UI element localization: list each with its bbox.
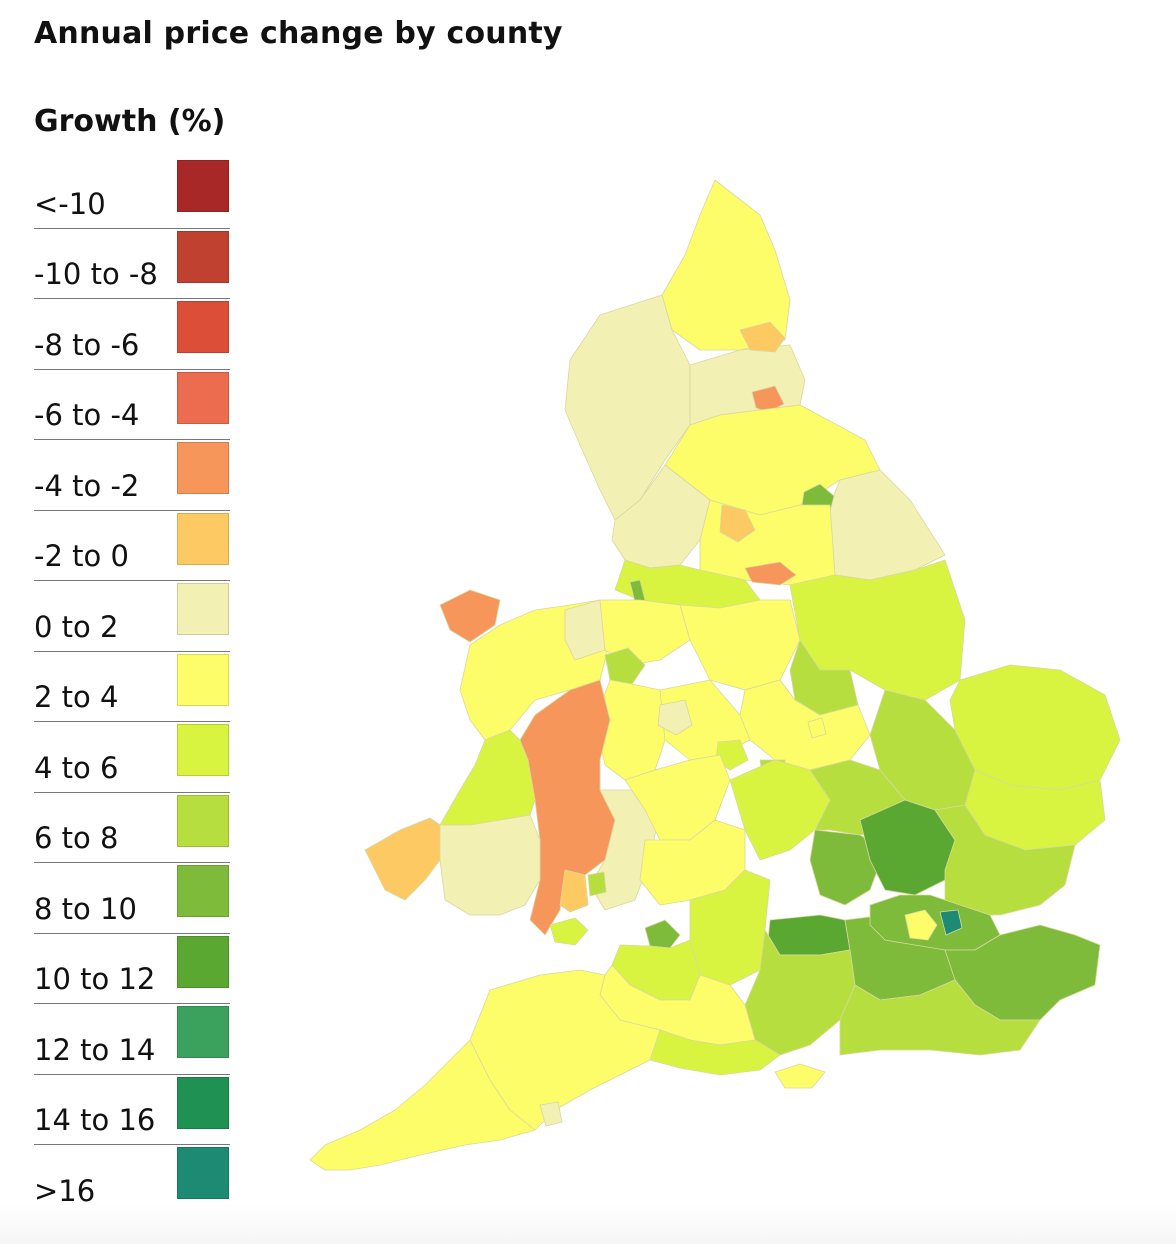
legend-swatch <box>177 653 229 706</box>
region-london-east <box>939 909 963 936</box>
legend-swatch <box>177 794 229 847</box>
legend-item-label: >16 <box>34 1173 96 1208</box>
legend-swatch <box>177 583 229 635</box>
legend-item: -2 to 0 <box>34 511 234 581</box>
legend-item: 2 to 4 <box>34 652 234 722</box>
region-derbyshire <box>679 599 801 691</box>
region-newport <box>587 871 607 897</box>
region-northumberland <box>661 179 791 351</box>
legend-divider <box>34 439 230 440</box>
legend-item-label: -4 to -2 <box>34 468 140 503</box>
region-berkshire <box>767 914 851 956</box>
region-leicester-city <box>807 717 827 739</box>
region-bristol <box>644 919 681 949</box>
legend: <-10 -10 to -8 -8 to -6 -6 to -4 -4 to -… <box>34 158 234 1216</box>
region-cheshire <box>599 599 691 666</box>
region-ceredigion <box>439 729 536 826</box>
legend-divider <box>34 650 230 652</box>
legend-divider <box>34 580 230 581</box>
legend-item-label: <-10 <box>34 186 106 221</box>
legend-item-label: 8 to 10 <box>34 891 137 926</box>
legend-item-label: -2 to 0 <box>34 539 129 573</box>
legend-item: 8 to 10 <box>34 863 234 934</box>
legend-swatch <box>177 1076 229 1129</box>
legend-item: -4 to -2 <box>34 440 234 511</box>
map-title: Annual price change by county <box>34 16 563 51</box>
legend-swatch <box>177 442 229 494</box>
region-london-central <box>904 909 938 941</box>
legend-swatch <box>177 865 229 917</box>
legend-item-label: -8 to -6 <box>34 327 140 362</box>
region-cardiff <box>549 917 589 946</box>
england-wales-map <box>300 170 1140 1210</box>
legend-swatch <box>177 301 229 353</box>
region-cornwall <box>309 1039 536 1171</box>
legend-swatch <box>177 371 229 424</box>
region-carmarthenshire <box>439 814 541 916</box>
legend-divider <box>34 862 230 863</box>
region-dorset <box>649 1029 781 1076</box>
legend-item: 0 to 2 <box>34 581 234 652</box>
region-herefordshire <box>624 754 731 841</box>
legend-item-label: 12 to 14 <box>34 1032 156 1067</box>
legend-item-label: 4 to 6 <box>34 750 119 785</box>
region-doncaster <box>744 561 797 586</box>
legend-item: -8 to -6 <box>34 299 234 370</box>
choropleth-svg <box>309 179 1121 1171</box>
region-plymouth <box>539 1101 563 1127</box>
legend-item: -10 to -8 <box>34 229 234 299</box>
legend-swatch <box>177 160 229 212</box>
region-anglesey <box>439 589 501 643</box>
legend-item: 6 to 8 <box>34 793 234 863</box>
region-sussex <box>839 979 1041 1056</box>
legend-item: <-10 <box>34 158 234 229</box>
legend-item-label: 6 to 8 <box>34 821 119 855</box>
region-tyneside <box>739 321 786 353</box>
legend-item: -6 to -4 <box>34 370 234 440</box>
legend-divider <box>34 227 230 229</box>
legend-item: 12 to 14 <box>34 1004 234 1075</box>
legend-swatch <box>177 1006 229 1058</box>
region-merseyside <box>629 579 646 607</box>
legend-item-label: -6 to -4 <box>34 398 140 432</box>
legend-divider <box>34 1144 230 1145</box>
region-rhondda <box>559 869 589 913</box>
region-isle-of-wight <box>774 1063 826 1089</box>
legend-divider <box>34 721 230 722</box>
legend-item-label: -10 to -8 <box>34 257 158 291</box>
legend-swatch <box>177 724 229 776</box>
legend-divider <box>34 368 230 370</box>
footer-fade <box>0 1204 1176 1244</box>
legend-item: 4 to 6 <box>34 722 234 793</box>
legend-divider <box>34 791 230 793</box>
region-pembrokeshire <box>364 817 441 901</box>
region-birmingham <box>657 699 693 736</box>
legend-divider <box>34 1003 230 1004</box>
legend-divider <box>34 932 230 934</box>
legend-divider <box>34 1073 230 1075</box>
legend-item-label: 14 to 16 <box>34 1103 156 1137</box>
legend-title: Growth (%) <box>34 104 226 139</box>
legend-divider <box>34 298 230 299</box>
legend-swatch <box>177 1147 229 1199</box>
legend-item-label: 0 to 2 <box>34 609 119 644</box>
legend-item-label: 2 to 4 <box>34 680 119 714</box>
region-essex <box>934 804 1076 916</box>
region-bradford <box>719 504 756 543</box>
legend-swatch <box>177 512 229 565</box>
legend-item: 14 to 16 <box>34 1075 234 1145</box>
legend-item-label: 10 to 12 <box>34 962 156 996</box>
legend-item: >16 <box>34 1145 234 1216</box>
legend-item: 10 to 12 <box>34 934 234 1004</box>
legend-swatch <box>177 230 229 283</box>
region-lancashire <box>611 464 711 569</box>
legend-divider <box>34 509 230 511</box>
legend-swatch <box>177 935 229 988</box>
region-east-riding <box>824 469 946 581</box>
region-wrexham <box>564 599 606 661</box>
region-stoke <box>604 647 646 685</box>
